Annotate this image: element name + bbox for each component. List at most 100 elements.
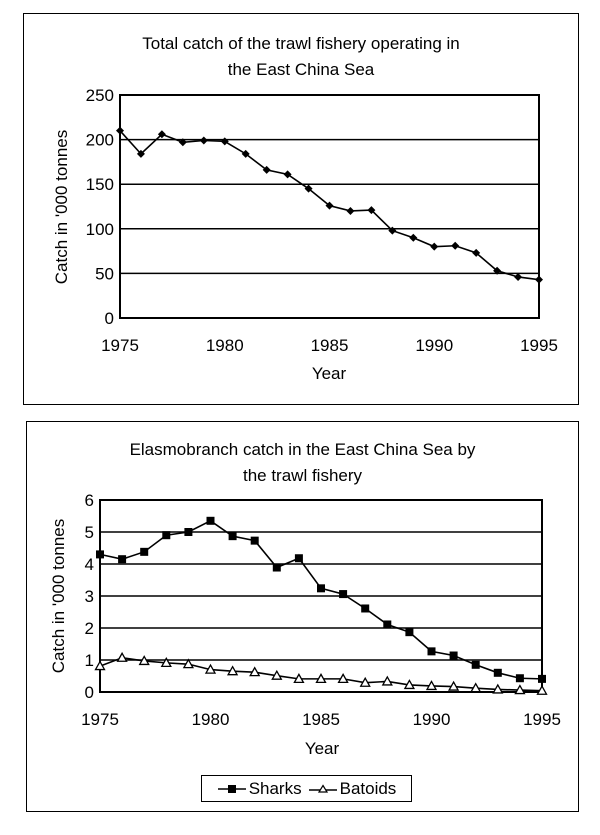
series-sharks	[96, 516, 546, 683]
filled-square-marker-icon	[206, 516, 215, 525]
diamond-marker-icon	[136, 149, 145, 158]
diamond-marker-icon	[514, 272, 523, 281]
diamond-marker-icon	[409, 233, 418, 242]
chart-title: Total catch of the trawl fishery operati…	[24, 31, 578, 83]
x-tick-label: 1980	[192, 710, 230, 729]
y-tick-label: 1	[85, 651, 94, 670]
y-axis-tick-labels: 0 50 100 150 200 250	[86, 86, 114, 328]
open-triangle-marker-icon	[425, 680, 438, 691]
legend-label-batoids: Batoids	[339, 778, 397, 798]
diamond-marker-icon	[283, 170, 292, 179]
gridlines	[100, 531, 542, 661]
elasmobranch-catch-chart-panel: Elasmobranch catch in the East China Sea…	[26, 421, 579, 812]
filled-square-marker-icon	[361, 604, 370, 613]
x-tick-label: 1990	[413, 710, 451, 729]
diamond-marker-icon	[493, 266, 502, 275]
y-tick-label: 2	[85, 619, 94, 638]
legend-label-sharks: Sharks	[248, 778, 302, 798]
diamond-marker-icon	[157, 130, 166, 139]
diamond-marker-icon	[199, 136, 208, 145]
open-triangle-marker-icon	[514, 684, 526, 695]
filled-square-marker-icon	[493, 668, 502, 677]
open-triangle-marker-icon	[182, 658, 195, 669]
x-tick-label: 1985	[302, 710, 340, 729]
diamond-marker-icon	[262, 165, 271, 174]
open-triangle-marker-icon	[337, 673, 349, 684]
diamond-marker-icon	[304, 184, 313, 193]
x-tick-label: 1995	[523, 710, 561, 729]
filled-square-marker-icon	[538, 674, 546, 683]
x-axis-label: Year	[312, 364, 347, 383]
diamond-marker-icon	[178, 138, 187, 147]
diamond-marker-icon	[430, 242, 439, 251]
chart-title-line-2: the East China Sea	[227, 60, 375, 79]
x-tick-label: 1985	[311, 336, 349, 355]
filled-square-marker-icon	[405, 628, 414, 637]
chart-legend: Sharks Batoids	[201, 775, 412, 802]
filled-square-marker-icon	[140, 547, 149, 556]
diamond-marker-icon	[472, 248, 481, 257]
x-tick-label: 1975	[101, 336, 139, 355]
filled-square-marker-icon	[339, 590, 348, 599]
open-triangle-marker-icon	[138, 655, 150, 666]
x-tick-label: 1975	[81, 710, 119, 729]
open-triangle-marker-icon	[160, 657, 172, 668]
total-catch-chart-panel: Total catch of the trawl fishery operati…	[23, 13, 579, 405]
open-triangle-marker-icon	[447, 680, 460, 691]
filled-square-marker-icon	[217, 784, 246, 793]
legend-item-batoids: Batoids	[308, 778, 397, 799]
diamond-marker-icon	[116, 126, 124, 135]
gridlines	[120, 138, 539, 275]
open-triangle-marker-icon	[204, 663, 217, 674]
series-batoids	[94, 651, 548, 695]
open-triangle-marker-icon	[381, 675, 393, 686]
x-tick-label: 1990	[415, 336, 453, 355]
open-triangle-marker-icon	[492, 683, 504, 694]
diamond-marker-icon	[241, 149, 250, 158]
diamond-marker-icon	[388, 226, 397, 235]
y-axis-tick-labels: 0 1 2 3 4 5 6	[85, 491, 94, 702]
y-axis-label: Catch in '000 tonnes	[52, 130, 71, 284]
y-tick-label: 0	[85, 683, 94, 702]
diamond-marker-icon	[220, 137, 229, 146]
y-tick-label: 150	[86, 175, 114, 194]
filled-square-marker-icon	[250, 536, 259, 545]
filled-square-marker-icon	[184, 528, 193, 536]
series-total-catch	[116, 126, 543, 284]
filled-square-marker-icon	[449, 651, 458, 660]
plot-area	[119, 94, 540, 319]
filled-square-marker-icon	[515, 674, 524, 683]
open-triangle-marker-icon	[536, 684, 548, 695]
x-tick-label: 1995	[520, 336, 558, 355]
open-triangle-marker-icon	[470, 682, 482, 693]
x-axis-label: Year	[305, 739, 340, 758]
diamond-marker-icon	[535, 275, 543, 284]
open-triangle-marker-icon	[249, 666, 261, 677]
x-axis-tick-labels: 1975 1980 1985 1990 1995	[101, 336, 558, 355]
y-tick-label: 6	[85, 491, 94, 510]
filled-square-marker-icon	[427, 647, 436, 656]
y-tick-label: 4	[85, 555, 94, 574]
open-triangle-marker-icon	[94, 660, 106, 671]
chart-title-line-1: Elasmobranch catch in the East China Sea…	[129, 440, 476, 459]
filled-square-marker-icon	[383, 620, 392, 629]
y-tick-label: 50	[95, 264, 114, 283]
y-tick-label: 250	[86, 86, 114, 105]
diamond-marker-icon	[451, 241, 460, 250]
series-line	[99, 519, 543, 680]
x-axis-tick-labels: 1975 1980 1985 1990 1995	[81, 710, 561, 729]
filled-square-marker-icon	[162, 531, 171, 540]
y-tick-label: 5	[85, 523, 94, 542]
chart-title-line-2: the trawl fishery	[242, 466, 363, 485]
filled-square-marker-icon	[272, 563, 281, 572]
chart-title-line-1: Total catch of the trawl fishery operati…	[142, 34, 460, 53]
chart-title: Elasmobranch catch in the East China Sea…	[27, 437, 578, 489]
diamond-marker-icon	[367, 206, 376, 215]
y-tick-label: 100	[86, 220, 114, 239]
filled-square-marker-icon	[294, 554, 303, 563]
x-tick-label: 1980	[206, 336, 244, 355]
open-triangle-marker-icon	[293, 673, 305, 684]
filled-square-marker-icon	[228, 532, 237, 541]
